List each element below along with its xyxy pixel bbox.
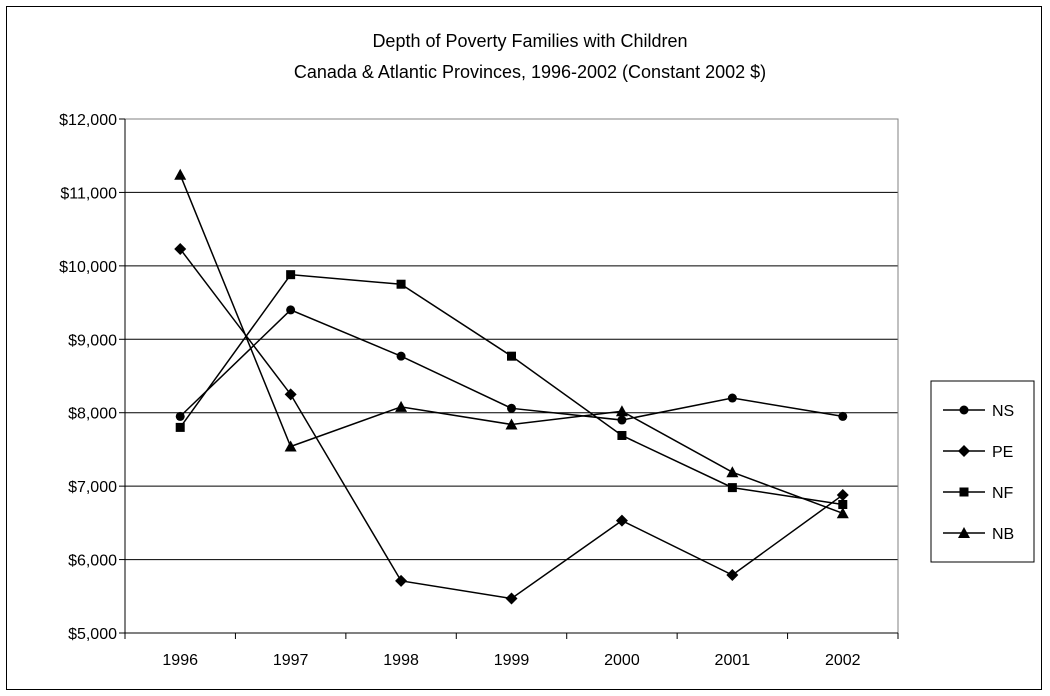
- data-point-nb: [726, 466, 739, 478]
- data-point-ns: [617, 415, 627, 425]
- data-point-nb: [174, 168, 187, 180]
- legend-marker-nf: [959, 487, 969, 497]
- legend-marker-pe: [958, 445, 970, 457]
- data-point-nf: [617, 430, 627, 440]
- legend-label-nb: NB: [992, 526, 1014, 543]
- data-point-nf: [727, 483, 737, 493]
- data-point-ns: [396, 351, 406, 361]
- x-tick-label: 2000: [604, 652, 640, 669]
- series-line-nf: [179, 273, 843, 506]
- data-point-nf: [396, 279, 406, 289]
- legend: NS PE NF NB: [930, 380, 1035, 563]
- y-tick-label: $8,000: [68, 406, 117, 423]
- series-nf: [175, 270, 848, 509]
- data-point-pe: [174, 242, 187, 255]
- plot-area: [124, 118, 899, 634]
- data-point-ns: [286, 305, 296, 315]
- data-point-nb: [284, 440, 297, 452]
- data-point-pe: [726, 568, 739, 581]
- y-tick-label: $7,000: [68, 479, 117, 496]
- x-tick-label: 1996: [162, 652, 198, 669]
- series-ns: [175, 305, 848, 425]
- y-tick-label: $5,000: [68, 626, 117, 643]
- legend-label-nf: NF: [992, 485, 1014, 502]
- y-tick-label: $11,000: [60, 185, 117, 202]
- data-point-ns: [838, 411, 848, 421]
- y-tick-label: $10,000: [59, 259, 117, 276]
- data-point-nf: [286, 270, 296, 280]
- data-point-nb: [836, 507, 849, 519]
- x-tick-label: 1999: [494, 652, 530, 669]
- series-line-ns: [179, 309, 843, 421]
- data-point-ns: [727, 393, 737, 403]
- data-point-nb: [395, 400, 408, 412]
- data-point-pe: [505, 592, 518, 605]
- series-nb: [174, 168, 849, 519]
- data-point-nb: [615, 405, 628, 417]
- legend-label-ns: NS: [992, 403, 1014, 420]
- x-tick-label: 1997: [273, 652, 309, 669]
- series-lines: [174, 168, 849, 605]
- data-point-pe: [615, 514, 628, 527]
- data-point-pe: [284, 388, 297, 401]
- data-point-pe: [836, 488, 849, 501]
- series-line-nb: [179, 174, 844, 515]
- data-point-nb: [505, 418, 518, 430]
- series-pe: [174, 242, 849, 605]
- data-point-nf: [838, 500, 848, 509]
- x-tick-label: 1998: [383, 652, 419, 669]
- axes: $5,000 $6,000 $7,000 $8,000 $9,000 $10,000 $11…: [59, 112, 899, 669]
- legend-marker-nb: [958, 527, 970, 538]
- data-point-pe: [395, 574, 408, 587]
- legend-box: [930, 380, 1035, 563]
- chart-subtitle: Canada & Atlantic Provinces, 1996-2002 (…: [294, 62, 766, 82]
- gridlines: [125, 191, 898, 561]
- data-point-ns: [507, 403, 516, 413]
- data-point-ns: [175, 411, 185, 421]
- x-tick-label: 2002: [825, 652, 861, 669]
- y-tick-label: $12,000: [59, 112, 117, 129]
- y-tick-label: $6,000: [68, 553, 117, 570]
- chart-title: Depth of Poverty Families with Children: [372, 31, 687, 51]
- legend-marker-ns: [959, 405, 969, 415]
- x-tick-label: 2001: [715, 652, 751, 669]
- data-point-nf: [507, 351, 516, 361]
- legend-label-pe: PE: [992, 444, 1013, 461]
- data-point-nf: [175, 422, 185, 432]
- chart-frame: [6, 6, 1042, 690]
- y-tick-label: $9,000: [68, 332, 117, 349]
